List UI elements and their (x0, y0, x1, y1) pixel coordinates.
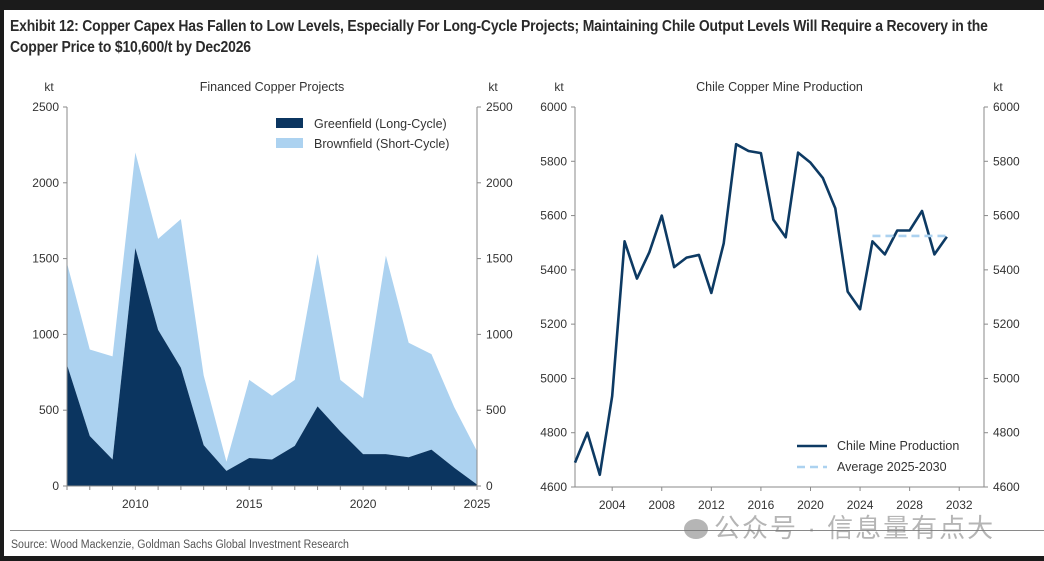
left-ytick-label: 2000 (32, 176, 59, 190)
left-ylabel-right: kt (488, 80, 498, 94)
left-ytick-label: 2500 (32, 100, 59, 114)
right-ytick-label: 4600 (540, 480, 567, 494)
legend-swatch-greenfield (276, 118, 303, 128)
legend-label-brownfield: Brownfield (Short-Cycle) (314, 137, 449, 151)
left-xtick-label: 2010 (122, 497, 149, 511)
right-ytick-label-right: 5600 (993, 209, 1020, 223)
right-ylabel-right: kt (993, 80, 1003, 94)
right-ytick-label-right: 4800 (993, 426, 1020, 440)
right-ytick-label-right: 5000 (993, 371, 1020, 385)
legend-label-greenfield: Greenfield (Long-Cycle) (314, 117, 447, 131)
page: Exhibit 12: Copper Capex Has Fallen to L… (4, 10, 1044, 556)
chile-production-line (573, 142, 948, 477)
left-ytick-label-right: 1000 (486, 327, 513, 341)
legend-label-average: Average 2025-2030 (837, 460, 947, 474)
watermark: 公众号 · 信息量有点大 (684, 508, 995, 545)
right-ylabel: kt (554, 80, 564, 94)
right-xtick-label: 2020 (797, 498, 824, 512)
left-ytick-label-right: 2000 (486, 176, 513, 190)
left-ytick-label-right: 500 (486, 403, 506, 417)
left-xtick-label: 2015 (236, 497, 263, 511)
source-divider (10, 530, 1044, 531)
charts-canvas: 0 0 500 500 1000 1000 1500 1500 2000 2000 2500 2500… (32, 80, 1020, 512)
right-xtick-label: 2008 (648, 498, 675, 512)
right-ytick-label-right: 5200 (993, 317, 1020, 331)
right-ytick-label: 6000 (540, 100, 567, 114)
left-ytick-label: 1500 (32, 252, 59, 266)
right-ytick-label: 4800 (540, 426, 567, 440)
legend-swatch-brownfield (276, 138, 303, 148)
left-ylabel: kt (44, 80, 54, 94)
wechat-icon (684, 519, 708, 539)
right-chart-title: Chile Copper Mine Production (696, 80, 863, 94)
right-xtick-label: 2032 (946, 498, 973, 512)
right-xtick-label: 2012 (698, 498, 725, 512)
watermark-text: 公众号 · 信息量有点大 (714, 513, 996, 543)
right-xtick-label: 2028 (896, 498, 923, 512)
brownfield-area (67, 152, 477, 485)
right-xtick-label: 2016 (748, 498, 775, 512)
left-xtick-label: 2025 (464, 497, 491, 511)
right-ytick-label-right: 6000 (993, 100, 1020, 114)
left-ytick-label-right: 0 (486, 479, 493, 493)
left-ytick-label-right: 1500 (486, 252, 513, 266)
right-xtick-label: 2024 (847, 498, 874, 512)
right-ytick-label-right: 5800 (993, 154, 1020, 168)
right-ytick-label-right: 5400 (993, 263, 1020, 277)
right-ytick-label: 5400 (540, 263, 567, 277)
source-note: Source: Wood Mackenzie, Goldman Sachs Gl… (11, 539, 349, 551)
right-ytick-label: 5000 (540, 371, 567, 385)
left-xtick-label: 2020 (350, 497, 377, 511)
left-ytick-label: 1000 (32, 327, 59, 341)
greenfield-area (67, 247, 477, 486)
left-ytick-label: 500 (39, 403, 59, 417)
right-ytick-label: 5200 (540, 317, 567, 331)
right-ytick-label: 5800 (540, 154, 567, 168)
right-ytick-label-right: 4600 (993, 480, 1020, 494)
exhibit-title: Exhibit 12: Copper Capex Has Fallen to L… (10, 18, 988, 56)
right-xtick-label: 2004 (599, 498, 626, 512)
left-ytick-label-right: 2500 (486, 100, 513, 114)
legend-label-production: Chile Mine Production (837, 439, 959, 453)
left-ytick-label: 0 (52, 479, 59, 493)
left-chart-title: Financed Copper Projects (200, 80, 345, 94)
right-ytick-label: 5600 (540, 209, 567, 223)
